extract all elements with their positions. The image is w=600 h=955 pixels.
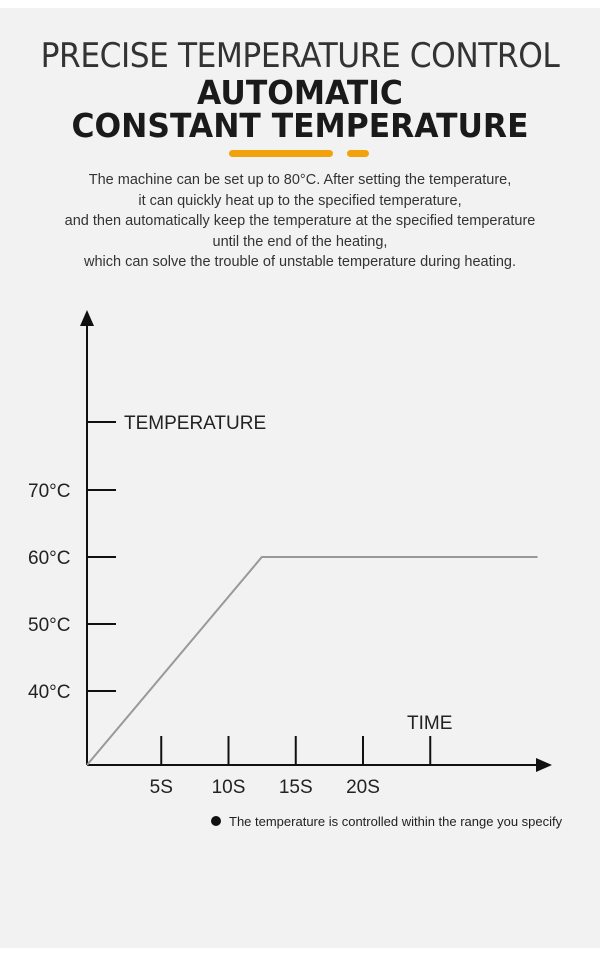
page-subtitle: AUTOMATIC CONSTANT TEMPERATURE bbox=[15, 76, 585, 142]
description-line-3: and then automatically keep the temperat… bbox=[64, 213, 536, 229]
subtitle-line-2: CONSTANT TEMPERATURE bbox=[71, 106, 529, 145]
x-axis-label: TIME bbox=[407, 713, 452, 734]
y-tick-label: 70°C bbox=[28, 481, 70, 502]
y-tick-label: 40°C bbox=[28, 682, 70, 703]
content-panel bbox=[0, 8, 600, 948]
x-tick-label: 10S bbox=[212, 777, 246, 798]
y-axis-arrow bbox=[80, 310, 94, 326]
accent-bar-short bbox=[347, 150, 369, 157]
temperature-series-line bbox=[86, 556, 538, 766]
legend-bullet bbox=[211, 816, 221, 826]
x-tick-label: 20S bbox=[346, 777, 380, 798]
y-tick-label: 60°C bbox=[28, 548, 70, 569]
description-line-2: it can quickly heat up to the specified … bbox=[138, 192, 462, 209]
x-axis-arrow bbox=[536, 758, 552, 772]
page-title: PRECISE TEMPERATURE CONTROL bbox=[40, 36, 560, 76]
accent-bar-long bbox=[229, 150, 333, 157]
x-tick-label: 5S bbox=[150, 777, 173, 798]
description-line-1: The machine can be set up to 80°C. After… bbox=[88, 172, 512, 188]
description-line-5: which can solve the trouble of unstable … bbox=[83, 254, 517, 270]
legend-note: The temperature is controlled within the… bbox=[229, 814, 563, 829]
description-line-4: until the end of the heating, bbox=[212, 233, 388, 250]
description: The machine can be set up to 80°C. After… bbox=[0, 170, 600, 273]
x-tick-label: 15S bbox=[279, 777, 313, 798]
y-tick-label: 50°C bbox=[28, 615, 70, 636]
y-axis-label: TEMPERATURE bbox=[124, 413, 266, 434]
subtitle-line-1: AUTOMATIC bbox=[197, 73, 403, 112]
